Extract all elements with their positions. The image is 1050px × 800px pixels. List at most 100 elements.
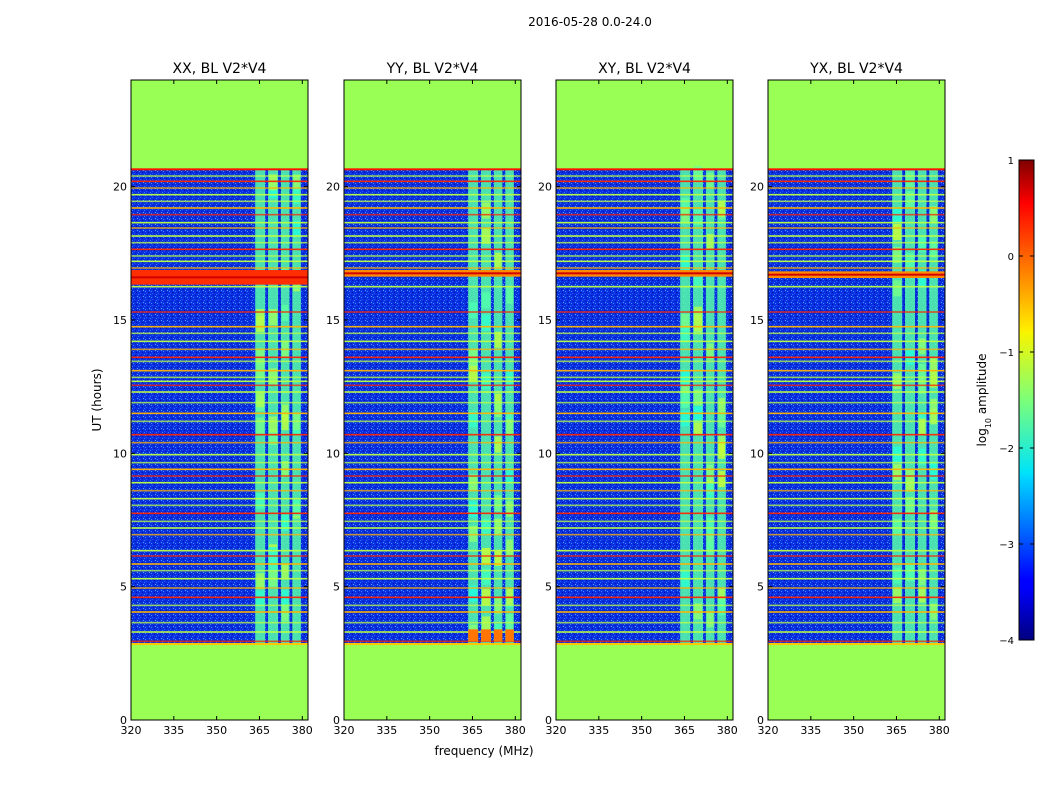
rfi-line [768,207,945,209]
x-tick-label: 335 [163,724,184,737]
y-tick-label: 10 [113,447,127,460]
rfi-line [768,569,945,572]
rfi-line [768,412,945,415]
rfi-line [768,255,945,257]
signal-patch [506,287,513,304]
rfi-line [768,596,945,599]
signal-patch [256,417,265,434]
y-tick-label: 10 [538,447,552,460]
rfi-line [556,311,733,313]
signal-subband [705,169,715,645]
rfi-line [131,533,308,536]
rfi-line [131,401,308,404]
signal-patch [494,331,502,348]
rfi-line [556,577,733,580]
rfi-line [556,412,733,415]
signal-patch [681,254,690,271]
rfi-line [344,611,521,613]
rfi-line [344,332,521,335]
signal-patch [718,442,725,459]
x-tick-label: 365 [462,724,483,737]
rfi-line [344,369,521,372]
rfi-line [131,441,308,444]
rfi-line [131,504,308,507]
rfi-line [556,193,733,196]
signal-patch [718,397,725,414]
rfi-line [344,193,521,196]
signal-patch [893,247,902,264]
rfi-line [131,420,308,423]
y-tick-label: 0 [120,714,127,727]
rfi-line [768,260,945,263]
hot-start-block [481,629,492,642]
rfi-line [768,348,945,351]
rfi-line [768,468,945,471]
signal-subband [481,169,492,645]
rfi-line [131,577,308,580]
y-tick-label: 15 [538,314,552,327]
rfi-line [344,604,521,607]
rfi-line [768,248,945,251]
signal-patch [681,313,690,330]
x-axis-label: frequency (MHz) [434,744,533,758]
rfi-line [768,235,945,237]
rfi-line [556,360,733,363]
rfi-line [768,213,945,216]
rfi-line [556,527,733,529]
signal-patch [706,464,714,481]
rfi-line [556,520,733,523]
rfi-line [768,360,945,363]
y-tick-label: 15 [326,314,340,327]
y-tick-label: 20 [750,181,764,194]
signal-patch [918,586,926,603]
x-tick-label: 335 [376,724,397,737]
rfi-line [131,207,308,209]
signal-patch [893,280,902,297]
panel-frame [130,79,309,721]
rfi-line [131,213,308,216]
signal-subband [292,169,301,645]
rfi-line [768,621,945,624]
rfi-line [344,221,521,224]
rfi-line [768,563,945,565]
rfi-line [556,640,733,643]
rfi-line [131,380,308,383]
signal-patch [706,343,714,360]
rfi-line [344,577,521,580]
rfi-line [131,453,308,456]
rfi-line [344,285,521,288]
rfi-line [768,587,945,589]
signal-patch [918,569,926,586]
rfi-line [344,533,521,536]
rfi-line [344,468,521,471]
rfi-line [768,376,945,379]
colorbar-gradient [1018,159,1035,641]
rfi-line [344,504,521,507]
panel-frame [343,79,522,721]
rfi-line [556,384,733,387]
panel-frame [555,79,734,721]
rfi-line [131,221,308,224]
rfi-line [556,200,733,203]
signal-patch [482,518,491,535]
rfi-line [768,433,945,436]
rfi-line [344,412,521,415]
rfi-line [556,207,733,209]
signal-patch [269,429,278,446]
x-tick-label: 380 [292,724,313,737]
rfi-line [556,260,733,263]
x-tick-label: 320 [758,724,779,737]
rfi-line [131,563,308,565]
rfi-line [344,563,521,565]
window-top-edge [344,168,521,171]
rfi-line [556,175,733,177]
signal-patch [906,565,915,582]
rfi-line [556,332,733,335]
rfi-line [556,369,733,372]
signal-patch [930,371,937,388]
window-bottom-edge [768,643,945,645]
rfi-line [131,267,308,269]
rfi-line [131,180,308,183]
rfi-line [556,631,733,633]
